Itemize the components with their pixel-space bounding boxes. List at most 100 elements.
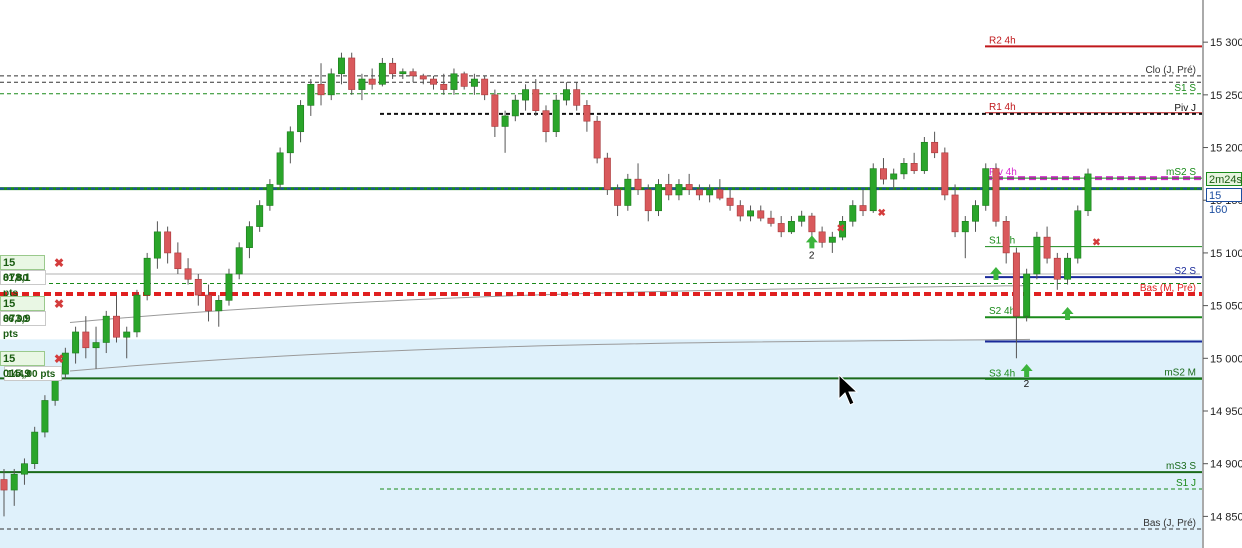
candle-body: [419, 75, 427, 80]
candle-body: [0, 479, 8, 491]
order-price: 15 078,1: [0, 255, 45, 284]
candle-body: [327, 73, 335, 96]
candle-body: [31, 431, 39, 464]
candle-body: [358, 78, 366, 90]
candle-body: [133, 294, 141, 333]
candle-body: [511, 99, 519, 117]
candle-body: [481, 78, 489, 96]
candle-body: [593, 120, 601, 159]
mouse-cursor-icon: [838, 374, 859, 406]
candle-body: [1033, 236, 1041, 275]
close-order-icon[interactable]: ✖: [53, 256, 65, 271]
level-label: Piv 4h: [989, 167, 1017, 178]
candle-body: [542, 110, 550, 133]
candle-body: [706, 189, 714, 196]
candle-body: [113, 315, 120, 338]
order-label[interactable]: 15 015,9 ✖ 144,00 pts: [0, 351, 74, 381]
candle-body: [941, 152, 949, 196]
candle-body: [655, 184, 662, 212]
candle-body: [1012, 252, 1020, 317]
candle-body: [665, 184, 673, 196]
order-price: 15 073,9: [0, 296, 45, 325]
level-label: R1 4h: [989, 102, 1016, 113]
candle-body: [634, 178, 642, 190]
candle-body: [82, 331, 90, 349]
candle-body: [808, 215, 816, 233]
level-label: Bas (M, Pré): [1140, 283, 1196, 294]
candle-body: [399, 71, 407, 75]
candle-body: [378, 62, 386, 85]
candle-body: [72, 331, 80, 354]
candle-body: [348, 57, 356, 90]
candle-body: [644, 189, 652, 212]
candle-body: [235, 247, 243, 275]
candle-body: [931, 141, 939, 154]
candle-body: [818, 231, 826, 243]
y-tick-label: 15 200: [1210, 143, 1242, 155]
candle-body: [1023, 273, 1031, 317]
candle-body: [440, 84, 448, 90]
candle-body: [61, 352, 69, 375]
candle-body: [624, 178, 632, 206]
candle-body: [562, 89, 570, 101]
candle-body: [164, 231, 172, 254]
y-tick-label: 15 300: [1210, 37, 1242, 49]
candle-body: [675, 184, 683, 196]
level-label: R2 4h: [989, 35, 1016, 46]
candle-body: [798, 215, 806, 222]
candle-body: [266, 184, 274, 206]
candle-body: [338, 57, 345, 75]
close-order-icon[interactable]: ✖: [53, 297, 65, 312]
candle-body: [747, 210, 754, 217]
candle-body: [532, 89, 540, 111]
buy-arrow-icon: [1020, 363, 1033, 377]
candle-body: [982, 168, 990, 206]
last-price-tag: 15 160: [1206, 187, 1242, 216]
candle-body: [102, 315, 110, 343]
candle-body: [460, 73, 468, 87]
y-tick-label: 15 250: [1210, 90, 1242, 102]
close-order-icon[interactable]: ✖: [53, 352, 65, 366]
candle-body: [174, 252, 182, 270]
candle-body: [1053, 257, 1061, 280]
candle-body: [430, 78, 437, 85]
level-label: S3 4h: [989, 368, 1015, 379]
candle-body: [992, 168, 1000, 222]
marker-note: 2: [809, 250, 815, 261]
candle-body: [849, 205, 857, 222]
candle-body: [286, 131, 294, 154]
candle-body: [839, 221, 847, 238]
sell-cross-icon: ✖: [877, 208, 885, 219]
candle-body: [972, 205, 979, 222]
candle-body: [1043, 236, 1051, 259]
candle-body: [297, 105, 305, 133]
candle-body: [225, 273, 233, 301]
candle-body: [961, 221, 969, 233]
candle-body: [20, 463, 28, 475]
candle-body: [777, 223, 785, 233]
candle-body: [685, 184, 693, 190]
candle-body: [552, 99, 560, 133]
order-price: 15 015,9: [0, 351, 45, 380]
candle-body: [1064, 257, 1072, 280]
y-tick-label: 14 950: [1210, 406, 1242, 418]
candle-body: [828, 236, 836, 243]
order-points: 144,00 pts: [4, 366, 62, 381]
candle-body: [143, 257, 151, 296]
candle-body: [716, 189, 724, 199]
candle-body: [491, 94, 499, 127]
order-label[interactable]: 15 078,1 ✖ 81,80 pts: [0, 255, 74, 299]
candle-body: [726, 197, 734, 206]
candle-body: [10, 473, 18, 491]
candle-body: [123, 331, 131, 338]
order-label[interactable]: 15 073,9 ✖ 86,00 pts: [0, 296, 74, 340]
countdown-tag: 2m24s: [1206, 172, 1242, 187]
candle-body: [184, 268, 192, 280]
candle-body: [245, 226, 253, 248]
marker-note: 2: [1024, 379, 1030, 390]
candle-body: [368, 78, 376, 85]
candle-body: [583, 105, 591, 122]
level-label: S1 S: [1174, 83, 1196, 94]
level-label: Bas (J, Pré): [1143, 518, 1196, 529]
